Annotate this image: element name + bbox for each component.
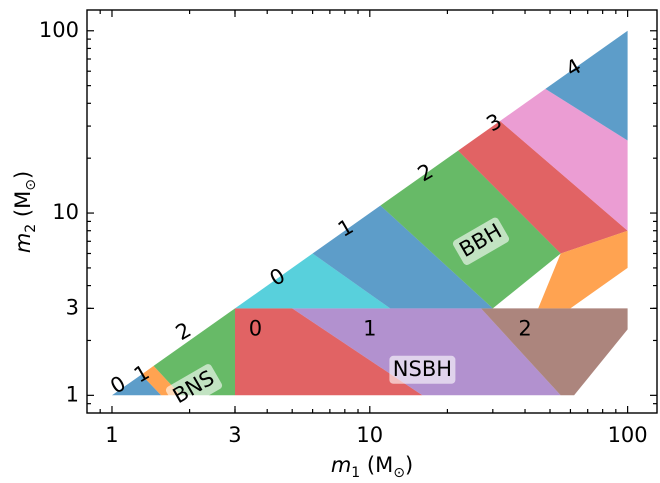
annotation-box xyxy=(165,364,223,412)
x-tick-label: 1 xyxy=(105,423,118,447)
mass-region-7 xyxy=(312,205,493,309)
mass-region-8 xyxy=(380,150,561,309)
mass-region-9 xyxy=(458,121,628,254)
annotation-label: 0 xyxy=(249,316,262,340)
x-axis-label: m1 (M⊙) xyxy=(331,453,413,481)
y-tick-label: 10 xyxy=(52,200,79,224)
mass-region-10 xyxy=(538,230,628,309)
annotation-label: NSBH xyxy=(393,357,452,381)
x-tick-label: 100 xyxy=(608,423,648,447)
annotation-group-5: 1 xyxy=(363,316,376,340)
annotation-group-6: 2 xyxy=(518,316,531,340)
annotation-box xyxy=(389,355,456,384)
annotation-group-7: NSBH xyxy=(389,355,456,384)
regions-layer xyxy=(112,30,628,396)
x-tick-label: 3 xyxy=(228,423,241,447)
y-tick-label: 1 xyxy=(66,382,79,406)
annotation-label: 2 xyxy=(518,316,531,340)
mass-region-6 xyxy=(235,253,391,309)
annotation-box xyxy=(452,217,510,265)
mass-region-5 xyxy=(481,308,628,396)
x-tick-label: 10 xyxy=(356,423,383,447)
annotation-group-4: 0 xyxy=(249,316,262,340)
mass-region-3 xyxy=(235,308,423,396)
y-tick-label: 100 xyxy=(39,18,79,42)
mass-region-11 xyxy=(500,88,628,231)
mass-region-4 xyxy=(292,308,561,396)
mass-region-12 xyxy=(545,30,628,141)
y-tick-label: 3 xyxy=(66,295,79,319)
annotation-label: 1 xyxy=(363,316,376,340)
y-axis-label: m2 (M⊙) xyxy=(11,171,39,253)
plot-frame xyxy=(86,9,658,414)
mass-region-0 xyxy=(112,374,162,396)
